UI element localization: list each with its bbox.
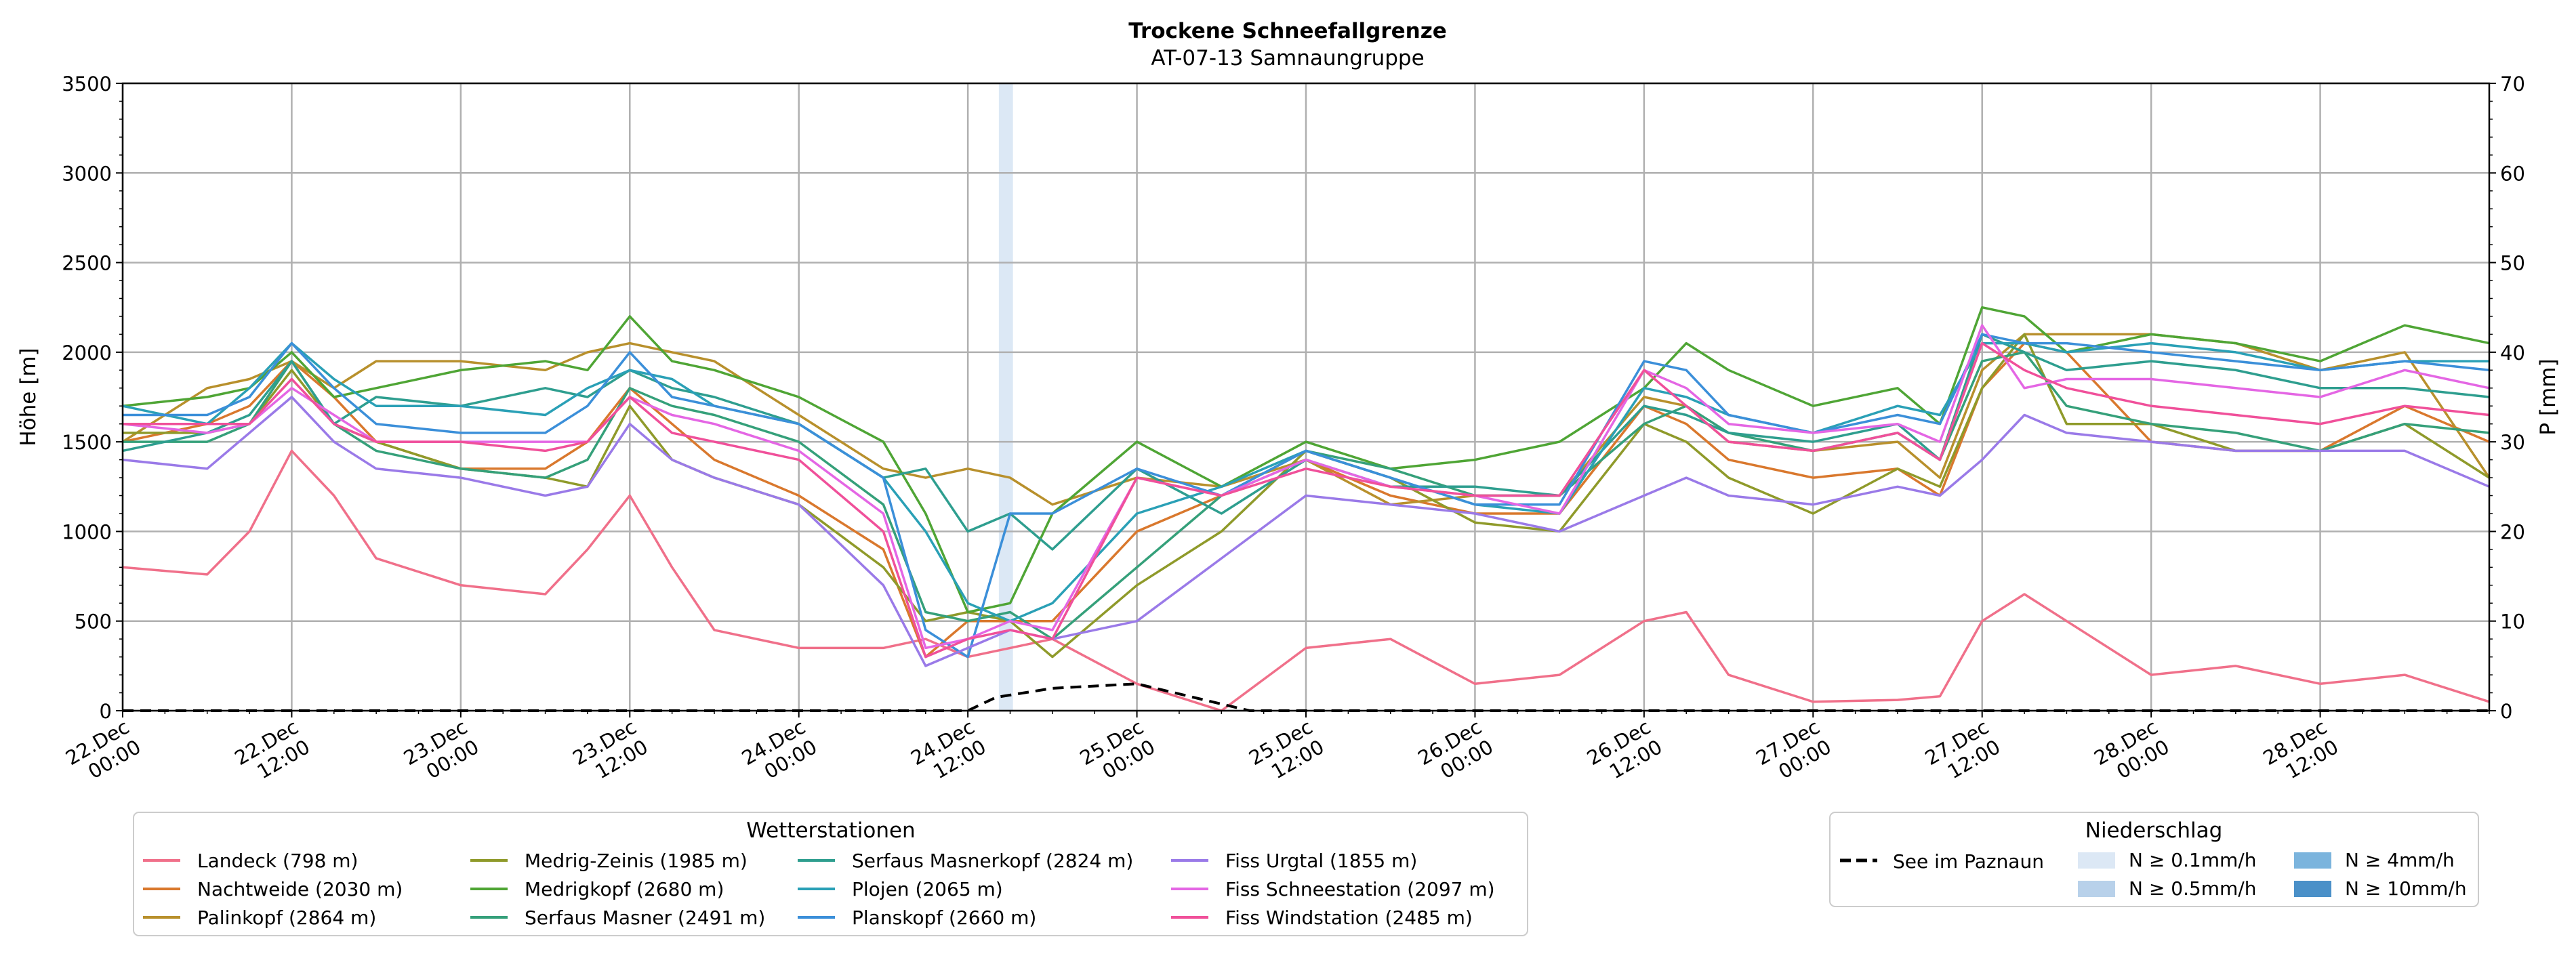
legend-label-7: Serfaus Masnerkopf (2824 m) [852,850,1133,872]
see-legend-label: See im Paznaun [1893,850,2044,873]
legend-label-4: Medrig-Zeinis (1985 m) [525,850,748,872]
chart-title: Trockene Schneefallgrenze [1128,19,1447,43]
y-tick-label: 1500 [62,431,112,454]
precip-legend: Niederschlag See im Paznaun N ≥ 0.1mm/h N… [1829,812,2479,907]
precip-legend-label-2: N ≥ 4mm/h [2345,849,2455,871]
station-legend: Wetterstationen Landeck (798 m) Nachtweid… [133,812,1528,936]
precip-band [998,83,1013,711]
y-tick-label: 3500 [62,72,112,96]
precip-legend-title: Niederschlag [2085,818,2223,843]
chart-subtitle: AT-07-13 Samnaungruppe [1151,46,1424,70]
series-line-6 [123,351,2490,640]
precip-legend-swatch-1 [2078,852,2115,869]
precip-legend-swatch-4 [2294,881,2331,897]
legend-label-5: Medrigkopf (2680 m) [525,878,724,900]
legend-label-12: Fiss Windstation (2485 m) [1225,907,1473,929]
grid [121,82,2489,712]
y2-tick-label: 10 [2500,610,2525,633]
y2-tick-label: 20 [2500,520,2525,543]
series-line-9 [123,333,2490,659]
y-tick-label: 0 [100,700,112,723]
legend-label-8: Plojen (2065 m) [852,878,1003,900]
y-tick-label: 2000 [62,341,112,365]
series-line-12 [123,341,2490,659]
y-tick-label: 500 [75,610,112,633]
series-line-7 [122,333,2490,551]
legend-label-9: Planskopf (2660 m) [852,907,1036,929]
legend-label-10: Fiss Urgtal (1855 m) [1225,850,1417,872]
precip-legend-swatch-2 [2294,852,2331,869]
axes: 0 500 1000 1500 2000 2500 3000 3500 0 10 20 30 40 50 6… [62,72,2525,784]
precip-legend-items: N ≥ 0.1mm/h N ≥ 4mm/h N ≥ 0.5mm/h N ≥ 10mm/… [2078,849,2467,900]
y-tick-label: 3000 [62,162,112,185]
see-im-paznaun-line [123,682,2489,712]
legend-label-11: Fiss Schneestation (2097 m) [1225,878,1495,900]
legend-label-1: Landeck (798 m) [197,850,358,872]
precip-legend-label-4: N ≥ 10mm/h [2345,877,2467,900]
y2-tick-label: 0 [2500,700,2512,723]
y2-tick-label: 50 [2500,252,2525,275]
y-axis-label: Höhe [m] [16,348,41,446]
y2-tick-label: 40 [2500,341,2525,365]
y2-axis-label: P [mm] [2536,358,2560,435]
legend-label-3: Palinkopf (2864 m) [197,907,376,929]
legend-label-6: Serfaus Masner (2491 m) [525,907,765,929]
series-line-10 [122,396,2490,667]
y-tick-label: 1000 [62,520,112,543]
y2-tick-label: 70 [2500,72,2525,96]
precip-legend-label-3: N ≥ 0.5mm/h [2129,877,2256,900]
legend-label-2: Nachtweide (2030 m) [197,878,403,900]
y-tick-label: 2500 [62,252,112,275]
y2-tick-label: 30 [2500,431,2525,454]
station-legend-items: Landeck (798 m) Nachtweide (2030 m) Palink… [143,850,1495,929]
series-line-2 [122,341,2490,659]
series-line-8 [122,341,2489,623]
station-legend-frame [133,812,1528,936]
y2-tick-label: 60 [2500,162,2525,185]
station-legend-title: Wetterstationen [746,818,915,843]
series-line-5 [122,306,2490,614]
series-layer [122,306,2491,712]
precip-legend-swatch-3 [2078,881,2115,897]
precip-legend-label-1: N ≥ 0.1mm/h [2129,849,2256,871]
series-line-1 [122,449,2490,712]
